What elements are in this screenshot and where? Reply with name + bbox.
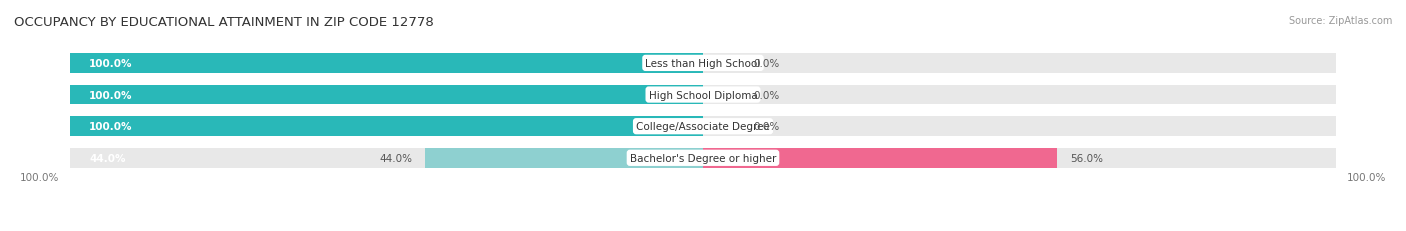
Bar: [425, 148, 703, 168]
Text: 0.0%: 0.0%: [754, 122, 780, 132]
Text: Source: ZipAtlas.com: Source: ZipAtlas.com: [1288, 16, 1392, 26]
Text: 56.0%: 56.0%: [1070, 153, 1102, 163]
Text: Bachelor's Degree or higher: Bachelor's Degree or higher: [630, 153, 776, 163]
Text: 100.0%: 100.0%: [20, 173, 59, 183]
Text: 100.0%: 100.0%: [1347, 173, 1386, 183]
Bar: [70, 85, 703, 105]
Text: 44.0%: 44.0%: [380, 153, 412, 163]
Text: Less than High School: Less than High School: [645, 59, 761, 69]
Text: 44.0%: 44.0%: [89, 153, 125, 163]
Bar: [70, 54, 1336, 73]
Text: High School Diploma: High School Diploma: [648, 90, 758, 100]
Legend: Owner-occupied, Renter-occupied: Owner-occupied, Renter-occupied: [586, 228, 820, 231]
Bar: [703, 148, 1057, 168]
Text: 100.0%: 100.0%: [89, 90, 132, 100]
Bar: [70, 85, 1336, 105]
Bar: [70, 54, 703, 73]
Text: OCCUPANCY BY EDUCATIONAL ATTAINMENT IN ZIP CODE 12778: OCCUPANCY BY EDUCATIONAL ATTAINMENT IN Z…: [14, 16, 434, 29]
Text: 100.0%: 100.0%: [89, 122, 132, 132]
Text: 0.0%: 0.0%: [754, 59, 780, 69]
Bar: [70, 117, 703, 136]
Text: 100.0%: 100.0%: [89, 59, 132, 69]
Text: 0.0%: 0.0%: [754, 90, 780, 100]
Bar: [70, 148, 1336, 168]
Bar: [70, 117, 1336, 136]
Text: College/Associate Degree: College/Associate Degree: [636, 122, 770, 132]
